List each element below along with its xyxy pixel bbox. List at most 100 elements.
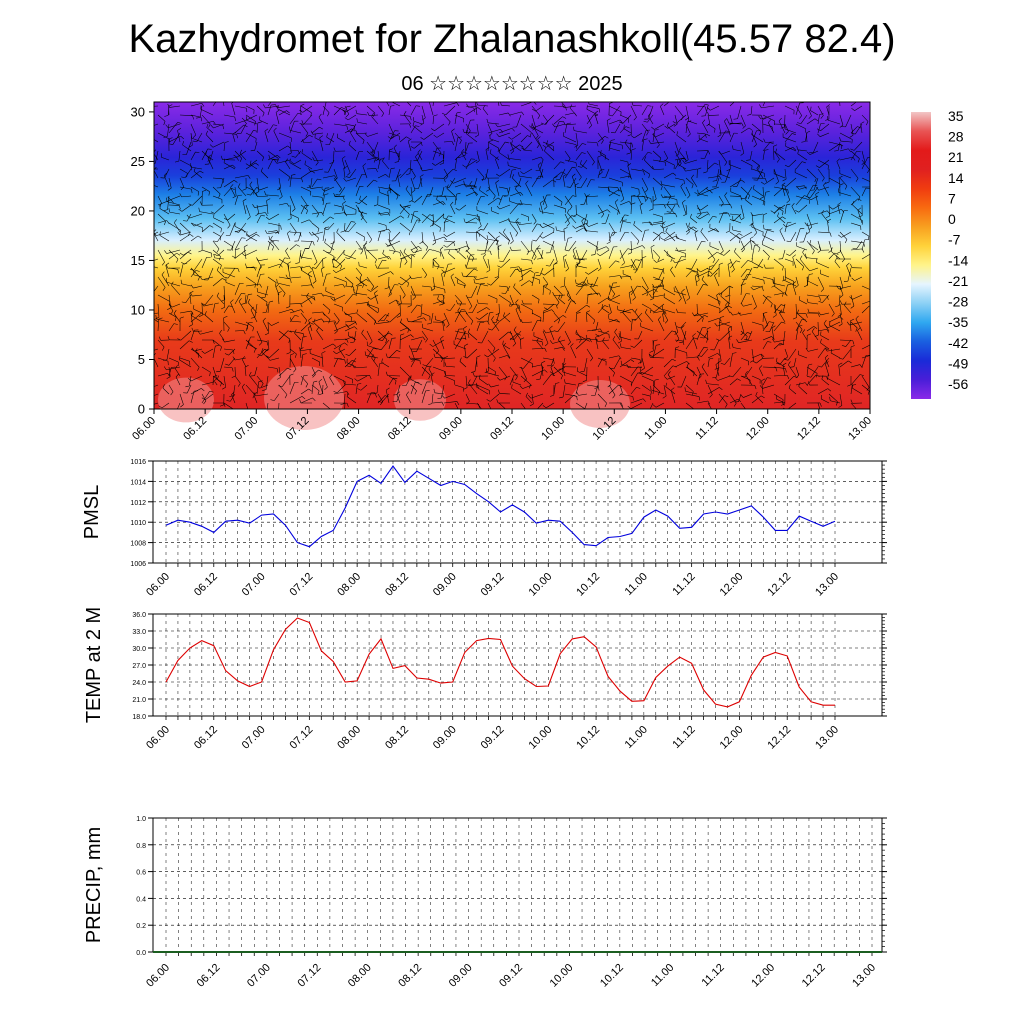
wind-barb-flag xyxy=(205,151,207,156)
wind-barb-flag xyxy=(558,336,561,340)
wind-barb xyxy=(586,179,592,188)
wind-barb xyxy=(524,141,533,150)
wind-barb xyxy=(718,159,722,174)
wind-barb xyxy=(212,222,222,229)
wind-barb xyxy=(322,312,331,320)
wind-barb xyxy=(168,222,181,231)
wind-barb xyxy=(357,375,368,382)
wind-barb xyxy=(759,368,764,377)
wind-barb xyxy=(333,303,343,308)
wind-barb xyxy=(256,294,268,303)
wind-barb-flag xyxy=(507,355,511,359)
wind-barb-flag xyxy=(844,239,848,244)
wind-barb-flag xyxy=(396,391,400,395)
wind-barb-flag xyxy=(253,266,257,271)
wind-barb xyxy=(421,114,425,124)
wind-barb-flag xyxy=(553,262,558,265)
wind-barb-flag xyxy=(387,189,392,192)
wind-barb xyxy=(289,244,297,251)
wind-barb xyxy=(630,240,632,253)
wind-barb-flag xyxy=(662,395,667,399)
wind-barb-flag xyxy=(246,231,248,236)
wind-barb xyxy=(465,254,471,269)
wind-barb-flag xyxy=(719,176,722,180)
wind-barb-flag xyxy=(759,131,762,136)
wind-barb xyxy=(355,132,365,141)
wind-barb-flag xyxy=(796,186,800,190)
wind-barb xyxy=(166,281,181,287)
wind-barb xyxy=(344,393,346,404)
wind-barb xyxy=(443,375,455,381)
wind-barb-flag xyxy=(279,196,283,200)
x-tick-label: 11.12 xyxy=(670,571,697,598)
wind-barb-flag xyxy=(634,269,638,274)
wind-barb-flag xyxy=(706,326,711,330)
wind-barb xyxy=(310,186,324,189)
x-tick-label: 06.00 xyxy=(144,724,172,752)
wind-barb xyxy=(556,230,566,233)
wind-barb-flag xyxy=(649,293,652,298)
wind-barb-flag xyxy=(740,217,745,221)
wind-barb xyxy=(311,204,320,214)
wind-barb-flag xyxy=(180,279,182,284)
wind-barb-flag xyxy=(308,388,313,392)
wind-barb xyxy=(498,331,509,341)
wind-barb xyxy=(542,357,554,361)
wind-barb xyxy=(443,401,458,404)
wind-barb xyxy=(423,132,434,140)
wind-barb-flag xyxy=(607,209,611,213)
wind-barb-flag xyxy=(388,293,392,297)
wind-barb xyxy=(335,195,346,197)
wind-barb-flag xyxy=(772,279,774,284)
wind-barb xyxy=(531,114,536,128)
wind-barb-flag xyxy=(835,305,840,308)
wind-barb xyxy=(355,384,358,395)
wind-barb-flag xyxy=(222,94,225,96)
wind-barb xyxy=(377,105,384,114)
wind-barb-flag xyxy=(650,309,655,313)
wind-barb-flag xyxy=(606,118,611,121)
wind-barb xyxy=(202,276,214,281)
wind-barb xyxy=(763,228,775,233)
wind-barb xyxy=(718,212,729,215)
wind-barb-flag xyxy=(371,354,374,359)
wind-barb-flag xyxy=(290,161,295,165)
wind-barb-flag xyxy=(190,292,193,297)
wind-barb-flag xyxy=(601,304,604,309)
wind-barb xyxy=(520,270,531,278)
wind-barb xyxy=(842,348,852,360)
wind-barb xyxy=(230,187,236,197)
wind-barb-flag xyxy=(495,319,500,322)
wind-barb-flag xyxy=(446,184,449,189)
wind-barb-flag xyxy=(457,136,462,138)
wind-barb-flag xyxy=(664,376,668,380)
wind-barb-flag xyxy=(332,343,337,347)
wind-barb xyxy=(512,177,522,188)
wind-barb-flag xyxy=(586,194,590,197)
wind-barb-flag xyxy=(213,240,218,243)
wind-barb xyxy=(311,178,318,188)
wind-barb xyxy=(641,375,654,382)
wind-barb-flag xyxy=(262,157,264,161)
wind-barb-flag xyxy=(463,218,466,223)
wind-barb xyxy=(525,183,533,197)
wind-barb-flag xyxy=(660,186,663,191)
wind-barb xyxy=(168,323,175,332)
wind-barb xyxy=(333,276,347,283)
wind-barb xyxy=(273,130,280,143)
wind-barb-flag xyxy=(159,204,161,209)
wind-barb-flag xyxy=(201,397,206,401)
wind-barb-flag xyxy=(656,344,661,346)
wind-barb xyxy=(298,249,302,263)
wind-barb xyxy=(619,220,624,233)
wind-barb xyxy=(236,150,247,158)
wind-barb xyxy=(751,159,760,166)
wind-barb xyxy=(828,252,835,260)
colorbar-label: 21 xyxy=(948,149,964,165)
wind-barb-flag xyxy=(538,299,540,304)
wind-barbs xyxy=(154,94,870,409)
wind-barb xyxy=(719,330,731,341)
wind-barb xyxy=(410,357,423,360)
wind-barb xyxy=(432,258,440,266)
